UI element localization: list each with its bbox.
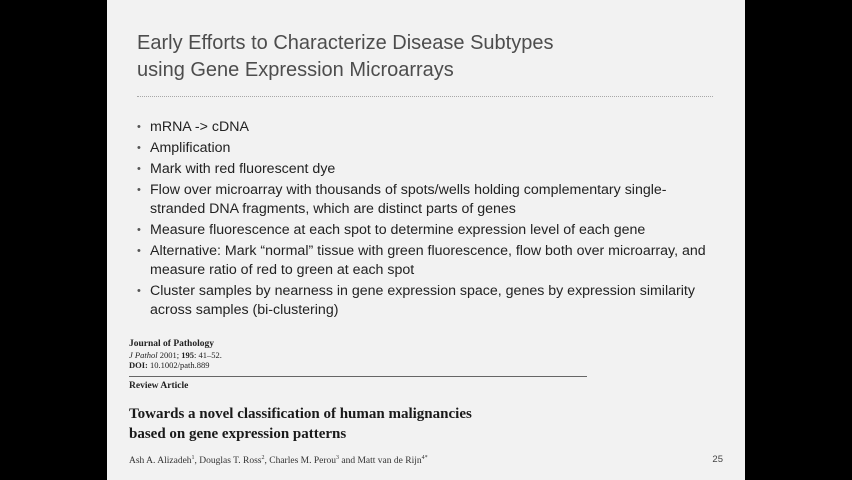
paper-title-line2: based on gene expression patterns [129, 426, 347, 442]
bullet-text: Measure fluorescence at each spot to det… [150, 222, 646, 238]
paper-citation: J Pathol 2001; 195: 41–52. [129, 350, 222, 360]
bullet-text: Cluster samples by nearness in gene expr… [150, 283, 695, 318]
paper-title-line1: Towards a novel classification of human … [129, 406, 472, 422]
author-separator: , [264, 456, 270, 467]
citation-pages: : 41–52. [193, 350, 222, 360]
bullet-icon: • [137, 163, 141, 175]
slide-page-number: 25 [712, 454, 723, 465]
author-name: Matt van de Rijn [357, 456, 422, 467]
slide-title-line2: using Gene Expression Microarrays [137, 59, 454, 81]
bullet-item: • Alternative: Mark “normal” tissue with … [137, 242, 717, 280]
doi-label: DOI: [129, 360, 148, 370]
bullet-icon: • [137, 142, 141, 154]
paper-title: Towards a novel classification of human … [129, 404, 609, 444]
slide-title-line1: Early Efforts to Characterize Disease Su… [137, 32, 554, 54]
bullet-icon: • [137, 184, 141, 196]
bullet-text: Mark with red fluorescent dye [150, 161, 336, 177]
bullet-item: • Flow over microarray with thousands of … [137, 181, 717, 219]
author-affiliation: 3 [336, 455, 340, 461]
citation-volume: 195 [181, 350, 194, 360]
bullet-text: Amplification [150, 140, 231, 156]
article-type: Review Article [129, 381, 189, 391]
citation-journal: J Pathol [129, 350, 158, 360]
paper-authors: Ash A. Alizadeh1, Douglas T. Ross2, Char… [129, 455, 428, 466]
bullet-icon: • [137, 224, 141, 236]
slide-title: Early Efforts to Characterize Disease Su… [137, 30, 717, 84]
bullet-text: Flow over microarray with thousands of s… [150, 182, 667, 217]
bullet-icon: • [137, 121, 141, 133]
bullet-icon: • [137, 245, 141, 257]
bullet-item: • Mark with red fluorescent dye [137, 160, 717, 179]
bullet-list: • mRNA -> cDNA • Amplification • Mark with … [137, 118, 717, 322]
author-separator: , [194, 456, 200, 467]
author-separator: and [339, 456, 358, 467]
doi-value: 10.1002/path.889 [150, 360, 210, 370]
citation-year: 2001; [159, 350, 180, 360]
author-affiliation: 1 [191, 455, 195, 461]
slide: Early Efforts to Characterize Disease Su… [107, 0, 745, 480]
author-affiliation: 4* [421, 455, 428, 461]
paper-doi: DOI: 10.1002/path.889 [129, 360, 222, 370]
author-name: Charles M. Perou [269, 456, 337, 467]
author-affiliation: 2 [261, 455, 265, 461]
bullet-text: Alternative: Mark “normal” tissue with g… [150, 243, 706, 278]
bullet-item: • Measure fluorescence at each spot to de… [137, 221, 717, 240]
paper-header: Journal of Pathology J Pathol 2001; 195:… [129, 338, 222, 370]
journal-name: Journal of Pathology [129, 339, 214, 349]
bullet-item: • Cluster samples by nearness in gene exp… [137, 282, 717, 320]
title-divider [137, 96, 713, 97]
bullet-icon: • [137, 285, 141, 297]
author-name: Ash A. Alizadeh [129, 456, 192, 467]
bullet-item: • mRNA -> cDNA [137, 118, 717, 137]
bullet-item: • Amplification [137, 139, 717, 158]
paper-divider [129, 376, 587, 377]
bullet-text: mRNA -> cDNA [150, 119, 249, 135]
author-name: Douglas T. Ross [199, 456, 262, 467]
